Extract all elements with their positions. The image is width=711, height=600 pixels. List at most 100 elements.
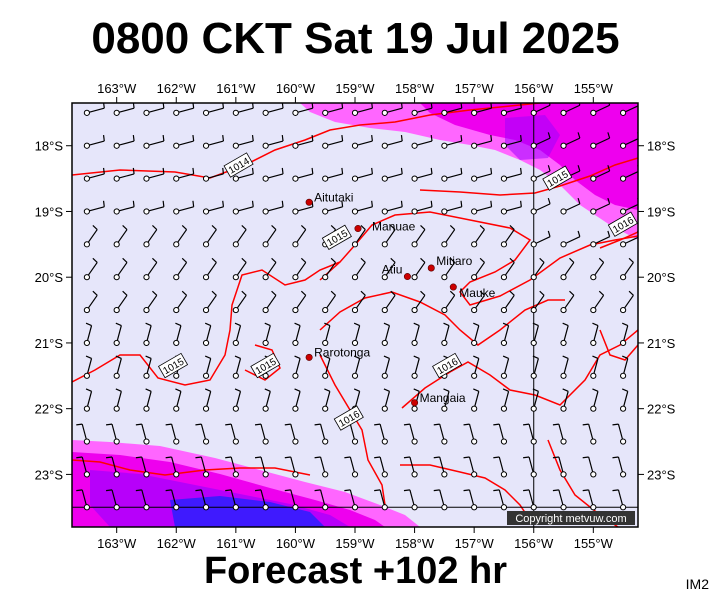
wind-barb (441, 257, 456, 281)
place-manuae: Manuae (354, 220, 416, 234)
wind-barb (560, 322, 569, 347)
place-dot (411, 399, 419, 407)
wind-barb (471, 200, 493, 215)
wind-barb (560, 230, 581, 248)
wind-barb (381, 355, 391, 379)
wind-barb (471, 225, 485, 248)
wind-barb (441, 322, 450, 347)
wind-barb (500, 322, 510, 347)
copyright-text: Copyright metvuw.com (515, 513, 626, 525)
place-markers: Aitutaki Manuae Atiu Mitiaro Mauke Rarotonga M… (305, 190, 496, 407)
wind-barb (113, 355, 122, 379)
wind-barb (232, 257, 247, 281)
wind-barb (500, 135, 522, 149)
wind-barb (523, 456, 537, 478)
lat-label-right: 18°S (647, 139, 676, 154)
wind-barb (411, 355, 420, 379)
isobar-label: 1016 (607, 211, 638, 237)
lon-label-bottom: 156°W (514, 536, 554, 551)
wind-barb (620, 290, 634, 314)
wind-barb (411, 322, 420, 347)
wind-barb (173, 167, 195, 182)
wind-barb (560, 290, 575, 314)
wind-barb (135, 456, 150, 478)
wind-barb (552, 489, 567, 511)
wind-barb (463, 456, 478, 478)
wind-barb (374, 423, 388, 445)
place-atiu: Atiu (382, 263, 411, 281)
wind-barb (322, 257, 337, 281)
wind-barb (351, 257, 366, 281)
wind-barb (374, 456, 388, 478)
wind-barb (292, 225, 307, 248)
wind-barb (232, 225, 247, 248)
wind-barb (195, 489, 210, 511)
place-dot (449, 283, 457, 291)
wind-barb (173, 257, 188, 281)
wind-barb (83, 257, 98, 281)
wind-barb (202, 200, 225, 215)
isobar-line (72, 103, 541, 179)
wind-barb (471, 322, 480, 347)
wind-barb (314, 423, 329, 445)
wind-barb (344, 456, 359, 478)
wind-barb (463, 489, 478, 511)
map-title: 0800 CKT Sat 19 Jul 2025 (91, 14, 620, 63)
wind-barb (381, 135, 403, 149)
wind-barb (262, 388, 271, 412)
wind-barb (314, 456, 329, 478)
wind-barb (582, 423, 597, 445)
wind-barb (500, 388, 510, 412)
wind-barb (612, 489, 627, 511)
wind-barb (322, 388, 331, 412)
wind-barb (411, 135, 433, 149)
wind-barb (523, 423, 537, 445)
wind-barb (374, 489, 388, 511)
wind-barb (552, 456, 567, 478)
wind-barb (560, 355, 569, 379)
wind-barb (441, 225, 456, 248)
lat-label-left: 22°S (35, 402, 64, 417)
wind-barb (173, 388, 182, 412)
lat-label-left: 20°S (35, 270, 64, 285)
wind-barb (530, 165, 551, 182)
lon-label-bottom: 162°W (157, 536, 197, 551)
wind-barb (590, 165, 611, 182)
wind-barb (500, 225, 515, 248)
place-label: Rarotonga (314, 345, 370, 359)
wind-barb (411, 225, 426, 248)
wind-barb (284, 423, 299, 445)
wind-barb (113, 388, 122, 412)
wind-barb (113, 135, 135, 149)
wind-barb (83, 200, 105, 215)
isobar-label: 1015 (250, 352, 281, 379)
lon-label-top: 160°W (276, 81, 316, 96)
wind-barb (590, 103, 611, 116)
wind-barb (493, 489, 508, 511)
wind-barb (411, 290, 426, 314)
lon-label-top: 157°W (455, 81, 495, 96)
wind-barb (232, 290, 247, 314)
wind-barb (433, 456, 448, 478)
wind-barb (590, 322, 599, 347)
wind-barb (135, 423, 150, 445)
wind-barb (135, 489, 150, 511)
wind-barb (620, 132, 638, 149)
wind-barb (225, 489, 239, 511)
wind-barb (262, 167, 284, 182)
wind-barb (165, 489, 180, 511)
wind-barb (254, 423, 269, 445)
wind-barb (232, 200, 254, 215)
wind-barb (530, 103, 551, 116)
wind-barb (381, 225, 396, 248)
wind-barb (113, 290, 128, 314)
wind-barb (530, 197, 551, 215)
place-dot (305, 198, 313, 206)
wind-barb (284, 489, 299, 511)
wind-barb (232, 103, 254, 116)
isobar-line (319, 211, 638, 306)
wind-barb (195, 456, 210, 478)
wind-barb (113, 257, 128, 281)
wind-barb (195, 423, 210, 445)
wind-barb (441, 200, 463, 215)
